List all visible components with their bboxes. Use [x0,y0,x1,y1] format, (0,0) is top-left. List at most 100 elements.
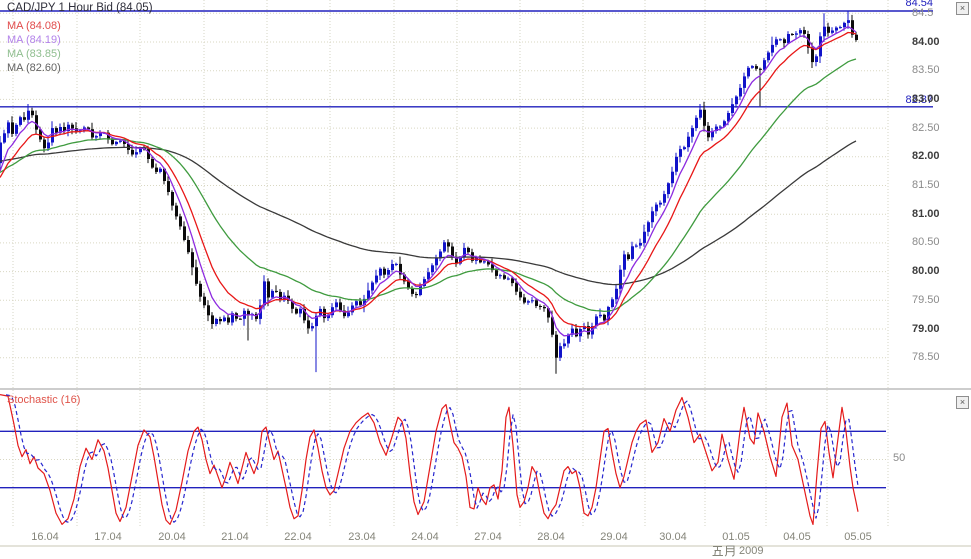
candle-body [767,52,770,61]
candle-body [431,265,434,273]
stochastic-mid-level-label: 50 [893,452,906,464]
ma-legend-green: MA (83.85) [7,48,61,60]
candle-body [391,264,394,270]
candle-body [403,274,406,282]
price-tick-label: 79.50 [912,293,940,306]
candle-body [23,117,26,120]
chart-close-button[interactable]: × [956,2,969,15]
month-year-label: 2009 [739,545,764,557]
candle-body [843,22,846,28]
candle-body [727,113,730,122]
candle-body [835,27,838,31]
candle-body [367,290,370,299]
candle-body [0,142,2,164]
candle-body [303,308,306,321]
indicator-close-button[interactable]: × [956,396,969,409]
candle-body [279,291,282,301]
candle-body [735,96,738,105]
candle-body [307,320,310,329]
candle-body [547,308,550,318]
candle-body [295,308,298,314]
candle-body [595,316,598,327]
candle-body [87,127,90,130]
candle-body [443,242,446,252]
candle-body [299,308,302,314]
candle-body [615,288,618,300]
moving-average-line [0,25,857,337]
candle-body [163,168,166,181]
candle-body [263,281,266,306]
date-tick-label: 24.04 [411,531,439,543]
candle-body [339,302,342,311]
candle-body [815,56,818,62]
candle-body [543,306,546,309]
date-tick-label: 20.04 [158,531,186,543]
candle-body [695,117,698,129]
candle-body [783,39,786,44]
price-tick-label: 83.50 [912,64,940,77]
price-tick-label: 80.50 [912,236,940,249]
ma-legend-purple: MA (84.19) [7,34,61,46]
candle-body [15,124,18,134]
candle-body [559,346,562,358]
candle-body [119,140,122,142]
candle-body [395,263,398,265]
candle-body [111,139,114,145]
candle-body [639,242,642,246]
candle-body [203,296,206,306]
date-tick-label: 22.04 [284,531,312,543]
date-tick-label: 01.05 [722,531,750,543]
candle-body [759,68,762,70]
candle-body [247,310,250,316]
candle-body [723,121,726,127]
candle-body [95,136,98,138]
high-line-label: 84.54 [905,0,933,9]
month-cjk-glyph [712,545,735,557]
candle-body [239,318,242,320]
candle-body [335,302,338,308]
price-tick-label: 84.5 [912,6,934,19]
date-tick-label: 30.04 [659,531,687,543]
candle-body [387,270,390,275]
candle-body [583,326,586,329]
candle-body [467,247,470,253]
support-line-label: 82.87 [905,94,933,106]
candle-body [571,328,574,335]
candle-body [495,270,498,276]
candle-body [715,126,718,131]
candle-body [67,124,70,131]
price-tick-label: 81.00 [912,207,940,220]
candle-body [159,168,162,172]
candle-body [107,132,110,140]
candle-body [211,315,214,324]
candle-body [455,257,458,264]
candle-body [671,171,674,184]
candle-body [99,132,102,137]
candle-body [551,317,554,335]
candle-body [135,152,138,155]
candle-body [459,257,462,264]
candle-body [703,109,706,126]
candle-body [511,278,514,284]
candle-body [359,301,362,305]
candle-body [11,122,14,134]
candle-body [619,269,622,289]
candle-body [3,133,6,143]
candle-body [447,242,450,247]
candle-body [655,204,658,212]
candle-body [151,159,154,168]
candle-body [195,267,198,284]
candle-body [679,149,682,157]
candle-body [567,334,570,344]
candle-body [799,30,802,34]
price-tick-label: 82.00 [912,150,940,163]
candle-body [51,128,54,143]
candle-body [199,283,202,297]
candle-body [575,328,578,337]
candle-body [435,258,438,266]
candle-body [139,148,142,153]
candle-body [27,110,30,120]
candle-body [651,211,654,223]
